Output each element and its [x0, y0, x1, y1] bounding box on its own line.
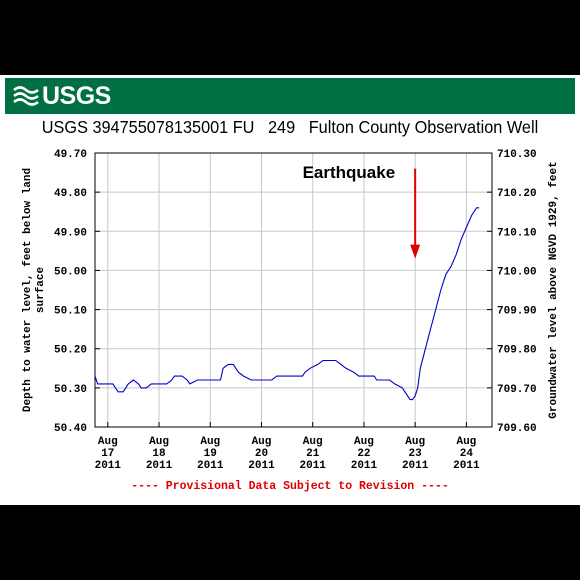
x-tick-label: 2011 — [197, 460, 224, 472]
x-tick-label: Aug — [456, 436, 476, 448]
usgs-logo-text: USGS — [42, 81, 111, 110]
graph-panel — [0, 75, 580, 505]
x-tick-label: Aug — [200, 436, 220, 448]
x-tick-label: 2011 — [402, 460, 429, 472]
y-tick-label-right: 710.20 — [497, 188, 537, 200]
series-line-water-level — [94, 207, 480, 401]
x-axis-labels: Aug172011Aug182011Aug192011Aug202011Aug2… — [95, 436, 480, 472]
y-tick-label-right: 709.60 — [497, 423, 537, 435]
y-axis-left-labels: 49.70 49.80 49.90 50.00 50.10 50.20 50.30 50.40 — [54, 149, 87, 435]
y-axis-title-right: Groundwater level above NGVD 1929, feet — [548, 161, 560, 418]
y-tick-label-left: 50.10 — [54, 306, 87, 318]
annotation-arrow — [410, 168, 421, 259]
y-axis-right-labels: 710.30 710.20 710.10 710.00 709.90 709.80 709.… — [497, 149, 537, 435]
provisional-data-note: ---- Provisional Data Subject to Revisio… — [131, 480, 449, 493]
y-tick-label-left: 50.00 — [54, 266, 87, 278]
x-tick-label: 23 — [409, 448, 423, 460]
axis-ticks — [95, 152, 492, 428]
y-tick-label-left: 49.80 — [54, 188, 87, 200]
y-axis-title-left: Depth to water level, feet below land — [22, 168, 34, 412]
y-tick-label-right: 709.80 — [497, 345, 537, 357]
x-tick-label: Aug — [252, 436, 272, 448]
x-tick-label: 21 — [306, 448, 320, 460]
x-tick-label: 2011 — [351, 460, 378, 472]
x-tick-label: 20 — [255, 448, 268, 460]
x-tick-label: Aug — [149, 436, 169, 448]
chart-grid — [95, 153, 492, 427]
y-tick-label-left: 49.90 — [54, 227, 87, 239]
arrow-head — [410, 244, 421, 259]
x-tick-label: 2011 — [453, 460, 480, 472]
x-tick-label: Aug — [405, 436, 425, 448]
x-tick-label: Aug — [354, 436, 374, 448]
x-tick-label: 17 — [101, 448, 114, 460]
x-tick-label: 19 — [204, 448, 217, 460]
chart-title: USGS 394755078135001 FU 249 Fulton Count… — [41, 117, 539, 137]
x-tick-label: 2011 — [248, 460, 275, 472]
y-tick-label-left: 49.70 — [54, 149, 87, 161]
y-tick-label-right: 710.00 — [497, 266, 537, 278]
usgs-logo: USGS — [13, 82, 111, 110]
x-tick-label: Aug — [98, 436, 118, 448]
x-tick-label: 2011 — [95, 460, 122, 472]
plot-frame — [94, 152, 493, 428]
y-tick-label-left: 50.40 — [54, 423, 87, 435]
usgs-banner: USGS — [5, 78, 575, 114]
y-tick-label-left: 50.20 — [54, 345, 87, 357]
usgs-wave-icon — [13, 84, 39, 108]
x-tick-label: 18 — [152, 448, 166, 460]
y-tick-label-left: 50.30 — [54, 384, 87, 396]
y-axis-title-left: surface — [35, 267, 47, 314]
axis-titles: Depth to water level, feet below land sur… — [22, 161, 560, 418]
x-tick-label: 22 — [357, 448, 370, 460]
x-tick-label: 2011 — [146, 460, 173, 472]
annotation-earthquake: Earthquake — [303, 163, 396, 182]
y-tick-label-right: 709.70 — [497, 384, 537, 396]
x-tick-label: 24 — [460, 448, 474, 460]
y-tick-label-right: 709.90 — [497, 306, 537, 318]
x-tick-label: 2011 — [300, 460, 327, 472]
y-tick-label-right: 710.10 — [497, 227, 537, 239]
x-tick-label: Aug — [303, 436, 323, 448]
y-tick-label-right: 710.30 — [497, 149, 537, 161]
